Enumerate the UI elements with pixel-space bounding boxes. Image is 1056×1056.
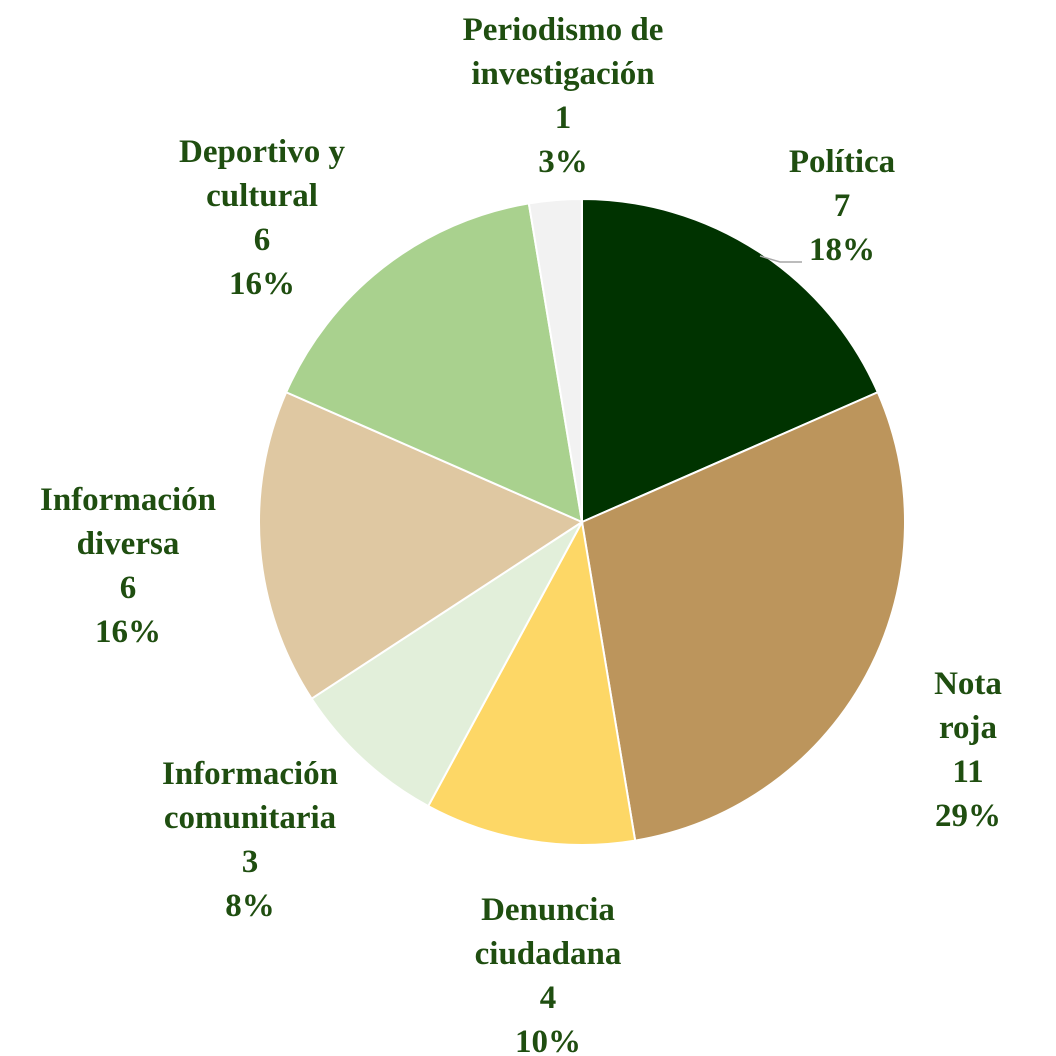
- label-name: Información diversa: [40, 482, 216, 562]
- label-name: Deportivo y cultural: [179, 134, 345, 214]
- label-percent: 16%: [95, 614, 161, 650]
- pie-slice: [284, 202, 584, 524]
- data-label: Información comunitaria 3 8%: [162, 752, 338, 928]
- label-name: Periodismo de investigación: [462, 12, 664, 92]
- data-label: Denuncia ciudadana 4 10%: [475, 888, 622, 1056]
- label-percent: 8%: [225, 888, 275, 924]
- label-value: 6: [253, 222, 271, 258]
- label-name: Nota roja: [934, 666, 1002, 746]
- label-value: 6: [119, 570, 137, 606]
- data-label: Política 7 18%: [789, 140, 895, 272]
- label-percent: 10%: [514, 1024, 581, 1056]
- label-percent: 18%: [809, 232, 875, 268]
- pie-slice: [581, 197, 880, 524]
- leader-line: [759, 255, 802, 263]
- label-name: Denuncia ciudadana: [474, 892, 622, 972]
- label-percent: 29%: [935, 798, 1001, 834]
- label-value: 3: [241, 844, 259, 880]
- label-percent: 3%: [538, 144, 588, 180]
- pie-slice: [527, 197, 583, 523]
- pie-slice: [310, 521, 583, 808]
- label-percent: 16%: [228, 266, 295, 302]
- data-label: Información diversa 6 16%: [40, 478, 216, 654]
- label-name: Información comunitaria: [162, 756, 338, 836]
- pie-slice: [580, 390, 906, 842]
- label-value: 1: [554, 100, 572, 136]
- label-value: 7: [833, 188, 851, 224]
- data-label: Nota roja 11 29%: [924, 662, 1012, 838]
- data-label: Periodismo de investigación 1 3%: [463, 8, 664, 184]
- label-value: 4: [539, 980, 557, 1016]
- data-label: Deportivo y cultural 6 16%: [179, 130, 345, 306]
- label-name: Política: [788, 144, 896, 180]
- label-value: 11: [952, 754, 984, 790]
- pie-slice: [258, 390, 585, 701]
- pie-slice: [426, 518, 637, 846]
